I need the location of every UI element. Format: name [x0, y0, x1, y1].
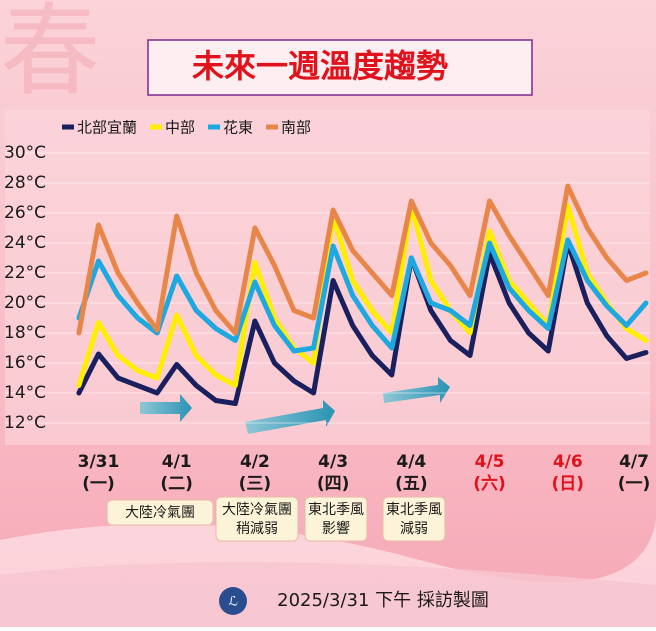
- annotation-box: [304, 496, 368, 542]
- y-tick-label: 16°C: [4, 353, 46, 373]
- x-tick-weekday: (一): [618, 474, 651, 494]
- arrow: [383, 377, 450, 403]
- annotation-box: [106, 499, 214, 526]
- y-tick-label: 18°C: [4, 323, 46, 343]
- y-tick-label: 14°C: [4, 383, 46, 403]
- y-tick-label: 12°C: [4, 413, 46, 433]
- hill: [0, 562, 656, 627]
- annotation-text: 減弱: [400, 520, 428, 537]
- legend-label: 北部宜蘭: [77, 119, 137, 137]
- arrow: [245, 400, 335, 434]
- arrow: [140, 394, 192, 422]
- title-box: [147, 39, 533, 96]
- footer: 2025/3/31 下午 採訪製圖: [277, 590, 489, 611]
- annotation-box: [215, 496, 299, 542]
- legend-label: 花東: [223, 119, 253, 137]
- x-tick-label: 3/31: [78, 452, 120, 472]
- y-tick-label: 24°C: [4, 233, 46, 253]
- annotation-text: 影響: [322, 520, 350, 537]
- annotation-text: 東北季風: [386, 502, 442, 518]
- x-tick-weekday: (五): [395, 474, 428, 494]
- annotation-text: 稍減弱: [236, 520, 278, 537]
- series-line: [76, 183, 649, 336]
- background-text: 春: [0, 0, 100, 110]
- series-line: [76, 237, 649, 354]
- chart-title: 未來一週溫度趨勢: [192, 47, 448, 85]
- y-tick-label: 20°C: [4, 293, 46, 313]
- x-tick-label: 4/6: [553, 452, 583, 472]
- annotation-text: 東北季風: [308, 502, 364, 518]
- annotation-text: 大陸冷氣團: [222, 502, 292, 518]
- series-line: [76, 240, 649, 406]
- legend-label: 南部: [281, 119, 311, 137]
- x-tick-label: 4/1: [162, 452, 192, 472]
- annotation-box: [382, 496, 446, 542]
- y-tick-label: 26°C: [4, 203, 46, 223]
- logo: [219, 587, 247, 615]
- y-tick-label: 22°C: [4, 263, 46, 283]
- y-tick-label: 28°C: [4, 173, 46, 193]
- x-tick-weekday: (一): [82, 474, 115, 494]
- x-tick-weekday: (二): [160, 474, 193, 494]
- x-tick-label: 4/4: [396, 452, 426, 472]
- legend-label: 中部: [165, 119, 195, 137]
- x-tick-weekday: (六): [473, 473, 506, 494]
- x-tick-label: 4/2: [240, 452, 270, 472]
- x-tick-weekday: (三): [239, 474, 272, 494]
- logo-mark: ℒ: [228, 595, 237, 610]
- x-tick-weekday: (四): [317, 474, 350, 494]
- x-tick-label: 4/7: [619, 452, 649, 472]
- x-tick-label: 4/5: [475, 452, 505, 472]
- annotation-text: 大陸冷氣團: [125, 505, 195, 521]
- x-tick-weekday: (日): [552, 474, 585, 494]
- y-tick-label: 30°C: [4, 143, 46, 163]
- x-tick-label: 4/3: [318, 452, 348, 472]
